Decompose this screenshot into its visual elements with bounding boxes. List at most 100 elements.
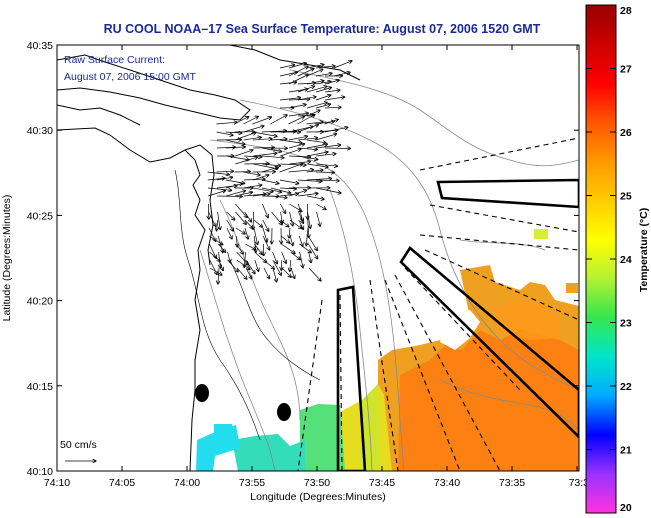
current-vector <box>216 131 233 135</box>
current-vector <box>316 163 337 166</box>
coastline-brooklyn <box>229 45 361 81</box>
current-vector <box>315 172 335 173</box>
current-vector <box>288 116 304 125</box>
plot-frame <box>56 44 580 472</box>
current-vector <box>245 243 255 250</box>
colorbar-label: Temperature (°C) <box>638 208 650 293</box>
current-vector <box>270 139 287 140</box>
current-vector <box>262 156 284 158</box>
current-vector <box>306 65 324 69</box>
current-vector <box>288 66 308 77</box>
current-vector <box>243 126 264 133</box>
sst-patch-teal <box>232 434 305 471</box>
current-vector <box>243 171 261 175</box>
current-vector <box>217 196 242 197</box>
colorbar-tick-label: 23 <box>620 318 632 330</box>
current-vector <box>280 203 285 213</box>
current-vector <box>306 144 328 149</box>
transect-line <box>404 267 521 391</box>
sst-field <box>196 229 579 471</box>
current-vector <box>297 125 319 133</box>
current-vector <box>235 157 258 165</box>
current-vector <box>288 127 314 133</box>
y-tick-label: 40:25 <box>27 210 53 222</box>
current-vector <box>261 147 282 152</box>
colorbar: 20 21 22 23 24 25 26 27 28 Temperature (°C) <box>585 4 650 514</box>
current-vector <box>234 117 248 125</box>
bathymetry-contour <box>329 189 373 471</box>
y-tick-label: 40:15 <box>27 381 53 393</box>
current-vector <box>218 267 219 284</box>
y-tick-label: 40:10 <box>27 466 53 478</box>
current-vector <box>315 180 339 181</box>
y-tick-label: 40:20 <box>27 296 53 308</box>
current-vector <box>307 163 328 167</box>
sampling-box-diagonal <box>399 246 579 439</box>
current-vector <box>289 227 290 238</box>
current-vector <box>272 267 277 282</box>
colorbar-tick-label: 28 <box>620 5 632 17</box>
x-tick-label: 73:35 <box>499 477 525 489</box>
current-vector <box>235 150 253 157</box>
current-vector <box>297 69 314 77</box>
current-vector <box>253 227 258 245</box>
current-vector <box>236 259 250 269</box>
current-vector <box>324 148 351 149</box>
current-vector <box>227 259 238 272</box>
current-vector <box>261 187 282 192</box>
current-vector <box>226 211 235 220</box>
current-vector <box>225 184 243 189</box>
current-vector <box>271 196 287 198</box>
current-vector <box>307 152 328 157</box>
current-vector <box>279 82 297 84</box>
current-vector <box>298 203 302 221</box>
current-vector <box>279 139 302 143</box>
current-vector <box>243 116 258 125</box>
current-vector <box>281 251 287 263</box>
transect-line <box>297 299 323 471</box>
current-vector <box>262 219 269 231</box>
map-layers <box>57 45 579 471</box>
current-vector <box>243 185 262 189</box>
sampling-box-south <box>336 285 367 471</box>
nearshore-contour <box>174 169 261 441</box>
current-vector <box>288 170 314 173</box>
bathymetry-contour <box>199 249 276 471</box>
current-vector <box>219 251 221 268</box>
x-tick-label: 73:3 <box>569 477 590 489</box>
current-vector <box>288 144 305 149</box>
buoy-marker <box>277 403 291 421</box>
current-vector <box>252 139 272 140</box>
current-vector <box>263 267 270 279</box>
current-vector <box>218 259 223 271</box>
nearshore-contour <box>229 259 321 381</box>
current-vector <box>315 95 331 101</box>
current-vector <box>315 104 331 109</box>
current-vector <box>262 164 280 166</box>
current-vector <box>244 164 269 165</box>
current-vector <box>288 75 308 85</box>
current-vector <box>236 243 243 254</box>
transect-line <box>424 249 579 321</box>
current-vector <box>244 194 266 197</box>
annotation-line-1: Raw Surface Current: <box>64 54 165 66</box>
current-vector <box>289 235 293 246</box>
current-vector <box>209 251 221 261</box>
current-vector <box>297 180 322 182</box>
x-tick-label: 73:45 <box>369 477 395 489</box>
current-vector <box>288 63 306 69</box>
current-vector <box>261 179 279 184</box>
current-vector <box>306 110 320 117</box>
current-vector <box>289 219 302 229</box>
current-vector <box>281 259 282 270</box>
y-axis-label: Latitude (Degrees:Minutes) <box>1 195 13 322</box>
x-tick-label: 74:00 <box>174 477 200 489</box>
current-vector <box>272 259 282 275</box>
y-tick-label: 40:35 <box>27 40 53 52</box>
bathymetry-contour <box>289 69 579 167</box>
current-vector <box>315 73 332 77</box>
current-vector <box>288 113 308 117</box>
x-axis-ticks: 74:10 74:05 74:00 73:55 73:50 73:45 73:40 73:35… <box>44 45 589 489</box>
current-vector <box>217 211 221 230</box>
current-vector <box>306 179 332 181</box>
